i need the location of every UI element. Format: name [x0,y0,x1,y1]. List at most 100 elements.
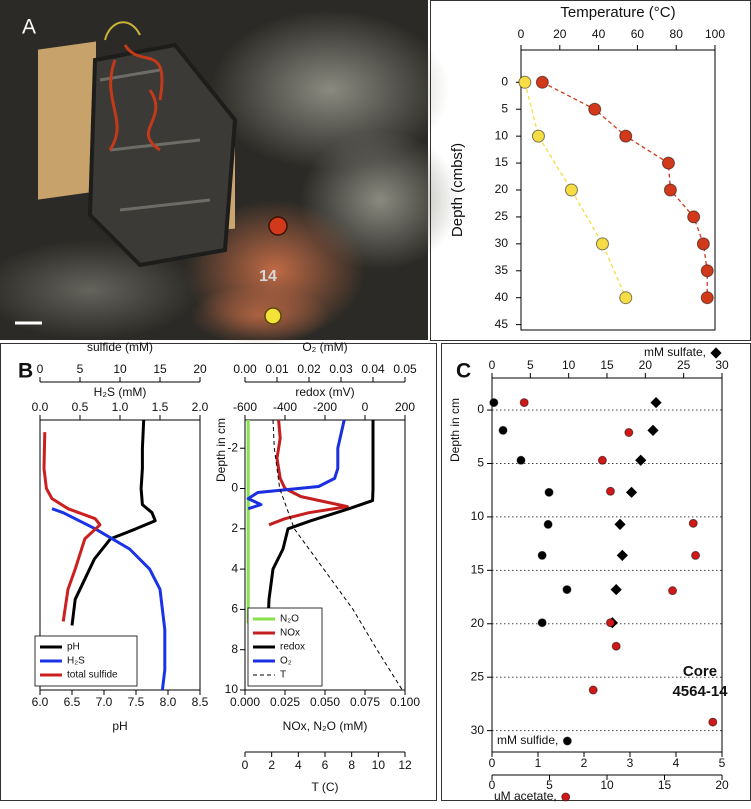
data-marker [635,454,647,466]
y-tick-label: 8 [231,642,238,656]
y-tick-label: 45 [495,317,509,331]
x-tick-label: 60 [631,27,645,41]
legend-label: redox [280,642,305,653]
x-tick-label: 5 [77,362,84,376]
y-tick-label: 40 [495,290,509,304]
data-marker [605,486,615,496]
x-tick-label: 5 [527,358,534,372]
x-tick-label: 0.050 [310,695,340,709]
y-tick-label: 15 [471,563,485,577]
x-tick-label: 7.0 [96,695,113,709]
legend-label: NOx [280,628,300,639]
x-tick-label: 0.5 [72,400,89,414]
y-tick-label: 6 [231,602,238,616]
legend-label: pH [67,642,80,653]
data-marker [597,455,607,465]
data-marker [700,264,714,278]
legend-label: mM sulfate, [644,345,706,359]
x-tick-label: 20 [639,358,653,372]
data-marker [647,424,659,436]
data-marker [610,583,622,596]
series-line [246,419,346,511]
x-tick-label: 0 [37,362,44,376]
x-tick-label: 0 [518,27,525,41]
x-axis-title: Temperature (°C) [560,4,675,21]
y-tick-label: 30 [495,236,509,250]
data-marker [498,425,508,435]
data-marker [564,183,578,197]
data-marker [562,585,572,595]
x-tick-label: 0.01 [265,362,289,376]
y-tick-label: 20 [495,182,509,196]
series-line [51,507,167,691]
photo: A 14 [0,0,460,345]
series-line [272,419,403,691]
data-marker [661,156,675,170]
x-tick-label: 10 [600,778,614,792]
series-line [266,420,375,624]
data-marker [605,618,615,628]
legend-marker [562,736,572,746]
data-marker [650,396,662,409]
legend-label: total sulfide [67,670,118,681]
y-tick-label: 0 [501,74,508,88]
legend-label: mM sulfide, [497,733,558,747]
x-tick-label: 10 [113,362,127,376]
data-marker [516,455,526,465]
data-marker [688,518,698,528]
x-tick-label: 15 [153,362,167,376]
site-label: 14 [259,268,277,285]
y-tick-label: 35 [495,263,509,277]
x-tick-label: 20 [193,362,207,376]
x-tick-label: 6.0 [32,695,49,709]
data-marker [696,237,710,251]
data-marker [531,129,545,143]
data-marker [668,586,678,596]
x-tick-label: 1.5 [152,400,169,414]
x-tick-label: 2 [268,758,275,772]
y-tick-label: 10 [495,128,509,142]
x-axis-title: redox (mV) [295,385,354,399]
x-tick-label: 1.0 [112,400,129,414]
x-tick-label: 0.075 [350,695,380,709]
x-tick-label: 6.5 [64,695,81,709]
data-marker [619,291,633,305]
x-tick-label: 0.04 [361,362,385,376]
x-tick-label: 5 [719,756,726,770]
data-marker [708,717,718,727]
panel-box [430,0,751,341]
annotation: 4564-14 [672,683,728,700]
legend-marker [561,792,571,802]
x-tick-label: -200 [313,400,337,414]
x-tick-label: 0 [242,758,249,772]
data-marker [544,487,554,497]
y-tick-label: 4 [231,561,238,575]
x-tick-label: 0.05 [393,362,417,376]
legend-label: uM acetate, [494,789,557,803]
x-tick-label: 6 [322,758,329,772]
x-tick-label: 0.00 [233,362,257,376]
y-tick-label: 25 [495,209,509,223]
x-axis-title: pH [112,719,127,733]
x-tick-label: 12 [398,758,412,772]
data-marker [614,518,626,530]
x-tick-label: 100 [705,27,725,41]
x-tick-label: 20 [553,27,567,41]
x-tick-label: 0 [362,400,369,414]
x-tick-label: 15 [600,358,614,372]
x-tick-label: 0.02 [297,362,321,376]
data-marker [518,75,532,89]
x-tick-label: 8.0 [160,695,177,709]
x-axis-title: T (C) [311,780,338,794]
data-marker [700,291,714,305]
y-tick-label: 0 [477,402,484,416]
data-marker [588,102,602,116]
x-tick-label: 80 [670,27,684,41]
x-tick-label: 8.5 [192,695,209,709]
x-axis-title: O₂ (mM) [302,340,347,354]
x-tick-label: -400 [273,400,297,414]
x-tick-label: 15 [658,778,672,792]
x-axis-title: NOx, N₂O (mM) [283,719,368,733]
y-axis-title: Depth in cm [214,418,228,482]
legend-label: N₂O [280,614,299,625]
